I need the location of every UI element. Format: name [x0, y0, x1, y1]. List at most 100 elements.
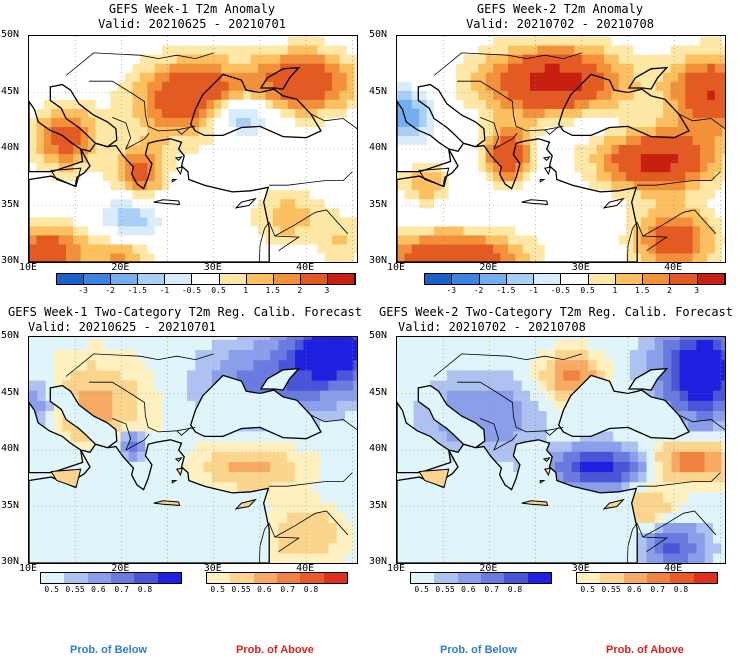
lat-label: 35N: [369, 198, 388, 210]
colorbar-swatch: [219, 274, 247, 284]
colorbar-tick: 0.55: [65, 585, 85, 594]
lat-label: 40N: [1, 142, 20, 153]
lon-label: 40E: [296, 563, 315, 574]
colorbar-tick: 1: [612, 286, 618, 295]
colorbar-swatch: [84, 274, 112, 284]
panel-title: GEFS Week-1 Two-Category T2m Reg. Calib.…: [7, 305, 362, 319]
colorbar-swatch: [693, 573, 717, 583]
lon-label: 20E: [479, 262, 498, 273]
panel-title: GEFS Week-1 T2m Anomaly: [108, 2, 276, 16]
colorbar-swatch: [134, 573, 158, 583]
colorbar-swatch: [276, 573, 301, 583]
colorbar-tick: 1: [243, 286, 249, 295]
colorbar-swatch: [300, 274, 328, 284]
colorbar-swatch: [425, 274, 453, 284]
colorbar-tick: 0.6: [627, 585, 642, 594]
lat-label: 40N: [1, 443, 20, 454]
colorbar-swatch: [670, 573, 694, 583]
panel-valid-dates: Valid: 20210702 - 20210708: [398, 320, 586, 334]
colorbar-tick: -0.5: [181, 286, 202, 295]
lat-label: 35N: [369, 499, 388, 511]
colorbar-tick: -1: [528, 286, 538, 295]
colorbar-tick: 0.6: [91, 585, 106, 594]
lat-label: 50N: [1, 330, 20, 341]
map-week1-anomaly: [28, 35, 358, 263]
lat-label: 50N: [369, 330, 388, 341]
lon-label: 20E: [111, 563, 130, 574]
colorbar-swatch: [300, 573, 324, 583]
map-week1-prob: [28, 336, 358, 564]
map-week2-prob: [396, 336, 726, 564]
lon-label: 20E: [111, 262, 130, 273]
lon-label: 40E: [664, 262, 683, 273]
legend-above-right: Prob. of Above: [606, 644, 684, 656]
lat-label: 50N: [369, 29, 388, 40]
colorbar-tick: 0.55: [601, 585, 621, 594]
colorbar-tick: 0.5: [580, 286, 595, 295]
colorbar-swatch: [434, 573, 458, 583]
colorbar-tick: -1: [159, 286, 170, 295]
lon-label: 10E: [386, 563, 406, 574]
colorbar-swatch: [697, 274, 725, 284]
colorbar-tick: -3: [446, 286, 457, 295]
colorbar-tick: 0.55: [231, 585, 251, 594]
colorbar-swatch: [670, 274, 698, 284]
lon-label: 40E: [664, 563, 683, 574]
colorbar-swatch: [246, 274, 274, 284]
anomaly-colorbar-week2: [424, 273, 726, 285]
colorbar-swatch: [64, 573, 88, 583]
above-colorbar-week2: [576, 572, 718, 584]
colorbar-swatch: [165, 274, 193, 284]
colorbar-swatch: [273, 274, 301, 284]
colorbar-swatch: [504, 573, 528, 583]
colorbar-tick: 0.8: [507, 585, 523, 594]
lon-label: 30E: [571, 262, 590, 273]
colorbar-tick: 0.8: [137, 585, 153, 594]
colorbar-tick: -0.5: [550, 286, 570, 295]
colorbar-swatch: [110, 573, 135, 583]
colorbar-tick: 1.5: [265, 286, 280, 295]
colorbar-tick: -1.5: [127, 286, 147, 295]
colorbar-swatch: [615, 274, 644, 284]
legend-below-right: Prob. of Below: [440, 644, 517, 656]
map-canvas: [397, 36, 725, 262]
colorbar-tick: 0.5: [414, 585, 429, 594]
colorbar-tick: 0.8: [303, 585, 319, 594]
colorbar-swatch: [452, 274, 480, 284]
colorbar-tick: 0.7: [280, 585, 295, 594]
colorbar-swatch: [253, 573, 277, 583]
below-colorbar-week2: [410, 572, 552, 584]
lat-label: 30N: [1, 556, 20, 567]
colorbar-swatch: [600, 573, 624, 583]
map-canvas: [29, 36, 357, 262]
lat-label: 45N: [1, 85, 20, 97]
colorbar-tick: 0.5: [44, 585, 59, 594]
map-canvas: [397, 337, 725, 563]
colorbar-tick: 0.6: [257, 585, 272, 594]
panel-title: GEFS Week-2 T2m Anomaly: [476, 2, 644, 16]
panel-title: GEFS Week-2 Two-Category T2m Reg. Calib.…: [378, 305, 733, 319]
lat-label: 50N: [1, 29, 20, 40]
anomaly-colorbar-week1: [56, 273, 356, 285]
colorbar-swatch: [479, 274, 507, 284]
colorbar-tick: 1.5: [634, 286, 650, 295]
panel-valid-dates: Valid: 20210702 - 20210708: [466, 17, 654, 31]
colorbar-tick: 3: [694, 286, 700, 295]
lat-label: 30N: [1, 255, 20, 266]
colorbar-tick: -3: [78, 286, 88, 295]
lon-label: 10E: [386, 262, 406, 273]
above-colorbar-week1: [206, 572, 348, 584]
colorbar-tick: 2: [667, 286, 672, 295]
colorbar-tick: 0.7: [650, 585, 665, 594]
lat-label: 45N: [1, 386, 20, 398]
lat-label: 35N: [1, 499, 20, 511]
lon-label: 10E: [18, 262, 38, 273]
panel-valid-dates: Valid: 20210625 - 20210701: [98, 17, 286, 31]
colorbar-tick: 0.5: [580, 585, 595, 594]
lat-label: 30N: [369, 556, 388, 567]
panel-valid-dates: Valid: 20210625 - 20210701: [28, 320, 216, 334]
colorbar-swatch: [561, 274, 589, 284]
colorbar-swatch: [411, 573, 435, 583]
colorbar-swatch: [480, 573, 505, 583]
below-colorbar-week1: [40, 572, 182, 584]
